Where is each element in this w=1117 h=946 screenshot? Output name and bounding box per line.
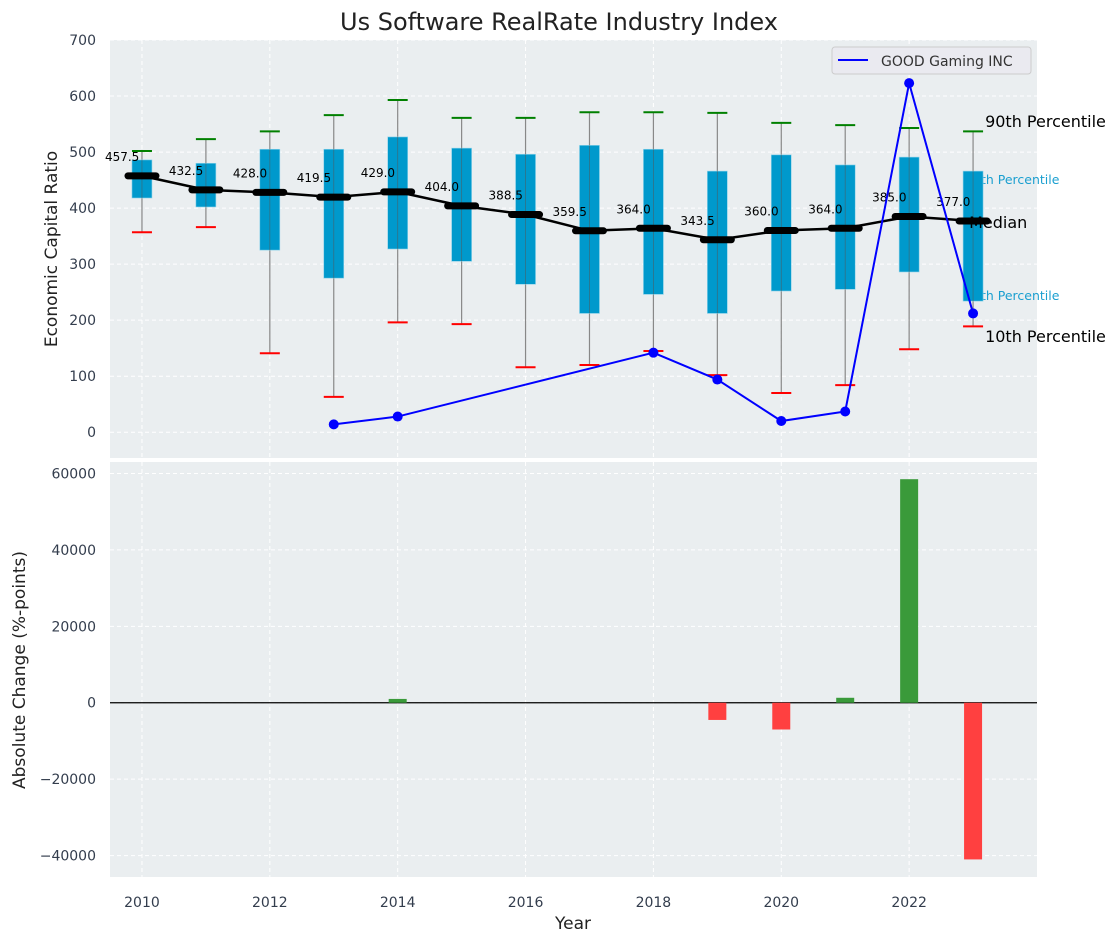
chart-title: Us Software RealRate Industry Index [340, 8, 778, 36]
bottom-y-tick-label: −40000 [40, 849, 96, 865]
annotation-p10: 10th Percentile [985, 327, 1106, 346]
annotation-p25: 25th Percentile [965, 288, 1060, 303]
annotation-p90: 90th Percentile [985, 112, 1106, 131]
bottom-y-tick-label: 60000 [51, 466, 96, 482]
x-axis-label: Year [554, 914, 591, 934]
top-y-tick-label: 300 [69, 257, 96, 273]
median-label: 343.5 [680, 214, 714, 228]
top-y-tick-label: 700 [69, 33, 96, 49]
change-bar [836, 697, 855, 703]
median-label: 388.5 [489, 189, 523, 203]
bottom-y-tick-label: 40000 [51, 543, 96, 559]
median-label: 432.5 [169, 164, 203, 178]
company-point [648, 347, 659, 358]
top-y-tick-label: 500 [69, 145, 96, 161]
top-y-tick-label: 600 [69, 89, 96, 105]
median-label: 377.0 [936, 195, 970, 209]
company-point [968, 308, 979, 319]
legend-box [831, 46, 1032, 75]
median-label: 364.0 [808, 202, 842, 216]
median-label: 360.0 [744, 205, 778, 219]
median-label: 364.0 [616, 202, 650, 216]
company-point [904, 78, 915, 89]
median-label: 428.0 [233, 166, 267, 180]
bottom-plot-background [110, 462, 1037, 877]
median-label: 457.5 [105, 150, 139, 164]
top-y-tick-label: 400 [69, 201, 96, 217]
bottom-y-tick-label: −20000 [40, 772, 96, 788]
x-tick-label: 2012 [252, 895, 288, 911]
annotation-p75: 75th Percentile [965, 172, 1060, 187]
median-label: 404.0 [425, 180, 459, 194]
change-bar [772, 702, 791, 730]
bottom-y-tick-label: 20000 [51, 619, 96, 635]
x-tick-label: 2022 [891, 895, 927, 911]
change-bar [900, 479, 919, 703]
x-tick-label: 2010 [124, 895, 160, 911]
company-point [840, 406, 851, 417]
x-tick-label: 2016 [508, 895, 544, 911]
annotation-median: Median [969, 213, 1027, 232]
company-point [392, 411, 403, 422]
top-y-tick-label: 0 [87, 425, 96, 441]
company-line [333, 82, 975, 426]
top-y-axis-label: Economic Capital Ratio [42, 151, 62, 347]
change-bar [964, 702, 983, 860]
bottom-y-axis-label: Absolute Change (%-points) [10, 551, 30, 789]
company-point [328, 419, 339, 430]
top-y-tick-label: 200 [69, 313, 96, 329]
x-tick-label: 2014 [380, 895, 416, 911]
x-tick-label: 2018 [636, 895, 672, 911]
top-plot-background [110, 40, 1037, 458]
legend-label: GOOD Gaming INC [881, 54, 1013, 70]
median-label: 359.5 [552, 205, 586, 219]
median-label: 385.0 [872, 191, 906, 205]
change-bar [708, 702, 727, 720]
median-label: 419.5 [297, 171, 331, 185]
bottom-y-tick-label: 0 [87, 696, 96, 712]
change-bar [388, 698, 407, 703]
company-point [776, 416, 787, 427]
x-tick-label: 2020 [763, 895, 799, 911]
top-y-tick-label: 100 [69, 369, 96, 385]
median-label: 429.0 [361, 166, 395, 180]
company-point [712, 374, 723, 385]
